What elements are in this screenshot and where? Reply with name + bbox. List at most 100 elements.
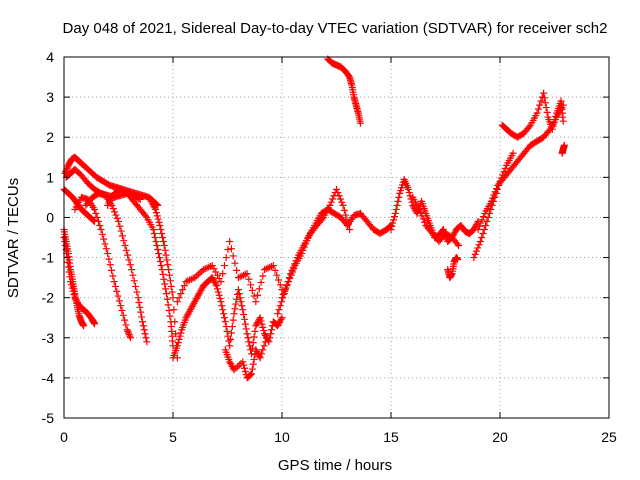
data-point: [162, 251, 170, 259]
data-point: [478, 234, 486, 241]
data-point: [109, 272, 117, 280]
series-top-arc: [324, 55, 364, 127]
data-point: [335, 192, 343, 200]
data-point: [245, 338, 253, 346]
data-point: [196, 269, 204, 277]
data-point: [97, 225, 105, 233]
data-point: [219, 306, 227, 314]
data-point: [232, 300, 240, 308]
data-point: [488, 201, 496, 209]
data-point: [152, 238, 160, 246]
data-point: [229, 316, 237, 324]
data-point: [153, 212, 161, 220]
data-point: [252, 298, 260, 306]
data-point: [475, 241, 483, 249]
data-point: [132, 282, 140, 290]
data-point: [125, 331, 133, 339]
data-point: [134, 294, 142, 302]
data-point: [143, 338, 151, 346]
data-point: [172, 330, 180, 338]
data-point: [219, 270, 227, 278]
data-point: [289, 263, 297, 271]
data-point: [158, 266, 166, 274]
data-point: [224, 246, 232, 254]
data-point: [496, 177, 504, 185]
data-point: [550, 119, 558, 127]
data-point: [477, 219, 485, 227]
data-point: [258, 320, 266, 328]
data-point: [140, 326, 148, 334]
data-point: [217, 298, 225, 306]
data-point: [220, 314, 228, 322]
data-point: [541, 99, 549, 107]
data-point: [453, 256, 461, 264]
data-point: [113, 214, 121, 222]
data-point: [164, 261, 172, 269]
data-point: [245, 275, 253, 283]
data-point: [533, 109, 541, 117]
data-point: [61, 238, 69, 246]
data-point: [243, 270, 251, 278]
data-point: [500, 168, 508, 176]
data-point: [248, 365, 256, 373]
data-point: [93, 213, 101, 221]
data-point: [275, 276, 283, 284]
data-point: [227, 245, 235, 253]
data-point: [113, 287, 121, 295]
data-point: [152, 205, 160, 213]
data-point: [121, 316, 129, 324]
data-point: [261, 338, 269, 346]
data-point: [177, 329, 185, 337]
data-point: [98, 230, 106, 238]
data-point: [156, 258, 164, 266]
data-point: [249, 339, 257, 347]
data-point: [525, 123, 533, 131]
data-point: [108, 266, 116, 274]
data-point: [121, 242, 129, 250]
data-point: [157, 225, 165, 233]
data-point: [154, 246, 162, 254]
data-point: [176, 332, 184, 340]
data-point: [241, 367, 249, 375]
data-point: [326, 201, 334, 209]
data-point: [229, 252, 237, 260]
data-point: [390, 213, 398, 221]
data-point: [248, 344, 256, 352]
data-point: [243, 330, 251, 338]
data-point: [389, 219, 397, 227]
data-point: [476, 222, 484, 230]
data-point: [540, 94, 548, 102]
data-point: [111, 282, 119, 290]
x-tick-label: 15: [383, 429, 399, 445]
data-point: [155, 250, 163, 258]
data-point: [231, 305, 239, 313]
data-point: [116, 222, 124, 230]
data-point: [225, 337, 233, 345]
data-point: [162, 290, 170, 298]
data-point: [560, 141, 568, 149]
data-point: [329, 195, 337, 203]
data-point: [126, 332, 134, 340]
data-point: [250, 355, 258, 363]
data-point: [549, 122, 557, 130]
data-point: [495, 181, 503, 189]
data-point: [164, 301, 172, 309]
data-point: [536, 101, 544, 109]
data-point: [170, 306, 178, 314]
data-point: [122, 321, 130, 329]
data-point: [340, 206, 348, 214]
data-point: [418, 212, 426, 220]
data-point: [65, 268, 73, 276]
data-point: [292, 257, 300, 265]
data-point: [278, 298, 286, 306]
data-point: [279, 294, 287, 302]
data-point: [115, 297, 123, 305]
data-point: [257, 317, 265, 325]
data-point: [251, 327, 259, 335]
data-point: [61, 242, 69, 250]
data-point: [165, 307, 173, 315]
data-point: [175, 335, 183, 343]
data-point: [540, 89, 548, 97]
data-point: [559, 117, 567, 125]
